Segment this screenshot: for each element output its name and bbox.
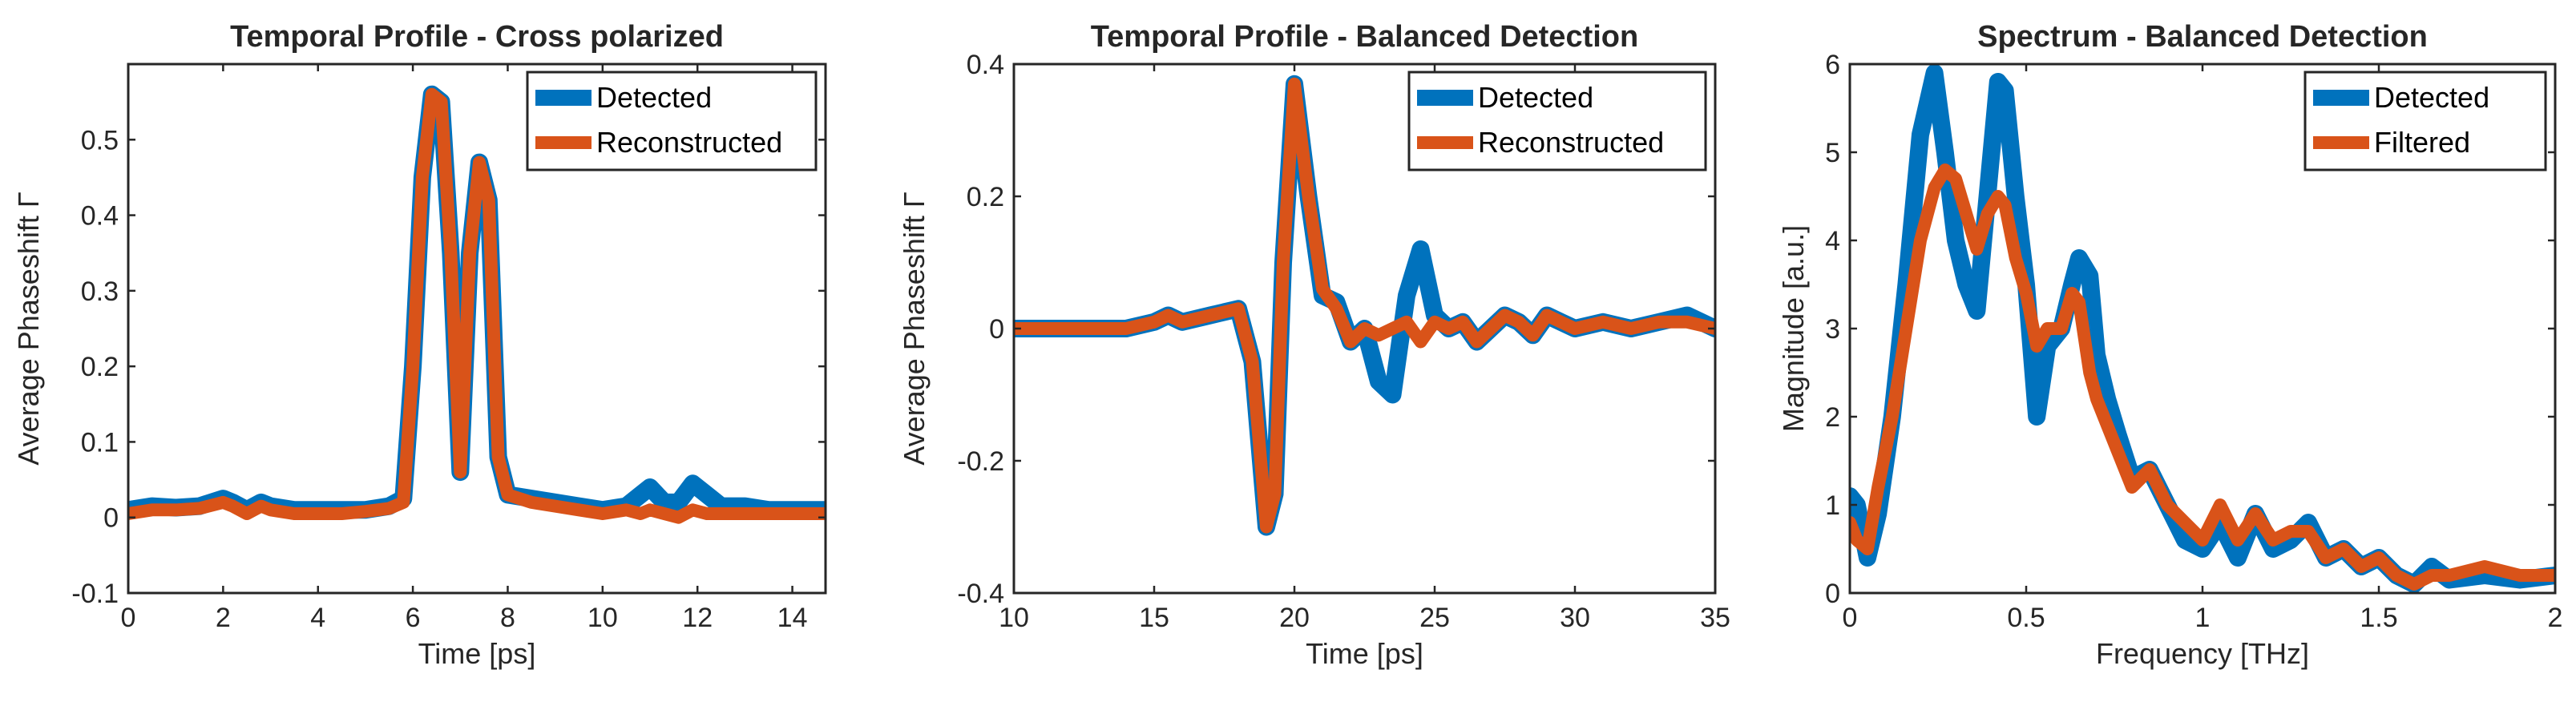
chart-2: 10 15 20 25 30 35 -0.4 -0.2 0 0.2 0.4 Temporal Prof… bbox=[898, 20, 1730, 670]
y-axis-label: Magnitude [a.u.] bbox=[1777, 225, 1810, 432]
chart-3: 0 0.5 1 1.5 2 0 1 2 3 4 5 6 Spectrum - Balanced Dete… bbox=[1777, 20, 2562, 670]
x-tick-label: 1 bbox=[2195, 603, 2211, 633]
y-tick-label: 6 bbox=[1825, 50, 1840, 80]
chart-title: Temporal Profile - Cross polarized bbox=[230, 20, 724, 54]
legend-label: Detected bbox=[2374, 81, 2489, 114]
x-tick-label: 12 bbox=[682, 603, 713, 633]
legend-box bbox=[1407, 71, 1707, 171]
y-tick-label: 0.1 bbox=[81, 427, 119, 458]
legend-label: Filtered bbox=[2374, 126, 2470, 159]
y-tick-label: 4 bbox=[1825, 226, 1840, 256]
series-line-reconstructed bbox=[1014, 77, 1715, 534]
x-tick-label: 2 bbox=[2548, 603, 2563, 633]
x-axis-label: Time [ps] bbox=[1306, 637, 1423, 670]
y-tick-label: 3 bbox=[1825, 314, 1840, 345]
y-tick-label: 0 bbox=[989, 314, 1004, 345]
series-line-filtered bbox=[1850, 163, 2555, 591]
series-line-reconstructed bbox=[128, 87, 826, 524]
x-tick-label: 15 bbox=[1139, 603, 1169, 633]
x-axis-label: Time [ps] bbox=[418, 637, 536, 670]
y-tick-label: 2 bbox=[1825, 402, 1840, 433]
legend-label: Reconstructed bbox=[596, 126, 782, 159]
x-tick-label: 35 bbox=[1700, 603, 1730, 633]
legend-label: Detected bbox=[596, 81, 712, 114]
x-tick-label: 0.5 bbox=[2007, 603, 2045, 633]
legend: Detected Reconstructed bbox=[526, 71, 818, 171]
legend-label: Detected bbox=[1478, 81, 1593, 114]
y-tick-label: 5 bbox=[1825, 138, 1840, 168]
chart-1: 0 2 4 6 8 10 12 14-0.100.10.20.30.40.5Temporal … bbox=[12, 20, 827, 670]
legend-box bbox=[2303, 71, 2547, 171]
y-tick-label: 0.5 bbox=[81, 125, 119, 155]
y-tick-label: -0.2 bbox=[957, 446, 1004, 477]
x-tick-label: 4 bbox=[310, 603, 325, 633]
y-tick-label: 0.4 bbox=[81, 201, 119, 232]
chart-title: Spectrum - Balanced Detection bbox=[1977, 20, 2428, 54]
y-tick-label: -0.4 bbox=[957, 579, 1004, 609]
axes-box bbox=[127, 63, 827, 595]
x-tick-label: 14 bbox=[777, 603, 808, 633]
x-tick-label: 20 bbox=[1279, 603, 1310, 633]
y-tick-label: 0 bbox=[103, 503, 119, 534]
y-tick-label: 0.2 bbox=[967, 182, 1004, 212]
x-axis-label: Frequency [THz] bbox=[2096, 637, 2309, 670]
legend: Detected Filtered bbox=[2303, 71, 2547, 171]
x-tick-label: 10 bbox=[587, 603, 618, 633]
x-tick-label: 0 bbox=[121, 603, 136, 633]
x-tick-label: 6 bbox=[406, 603, 421, 633]
legend-label: Reconstructed bbox=[1478, 126, 1664, 159]
legend-box bbox=[526, 71, 818, 171]
x-tick-label: 30 bbox=[1560, 603, 1590, 633]
y-tick-label: 1 bbox=[1825, 490, 1840, 521]
y-tick-label: 0 bbox=[1825, 579, 1840, 609]
y-axis-label: Average Phaseshift Γ bbox=[898, 192, 931, 465]
y-tick-label: -0.1 bbox=[71, 579, 119, 609]
x-tick-label: 25 bbox=[1419, 603, 1450, 633]
y-tick-label: 0.3 bbox=[81, 276, 119, 307]
x-tick-label: 1.5 bbox=[2360, 603, 2397, 633]
chart-title: Temporal Profile - Balanced Detection bbox=[1091, 20, 1638, 54]
y-axis-label: Average Phaseshift Γ bbox=[12, 192, 45, 465]
y-tick-label: 0.2 bbox=[81, 352, 119, 382]
y-tick-label: 0.4 bbox=[967, 50, 1004, 80]
legend: Detected Reconstructed bbox=[1407, 71, 1707, 171]
x-tick-label: 8 bbox=[500, 603, 515, 633]
x-tick-label: 0 bbox=[1843, 603, 1858, 633]
x-tick-label: 10 bbox=[999, 603, 1029, 633]
x-tick-label: 2 bbox=[216, 603, 231, 633]
